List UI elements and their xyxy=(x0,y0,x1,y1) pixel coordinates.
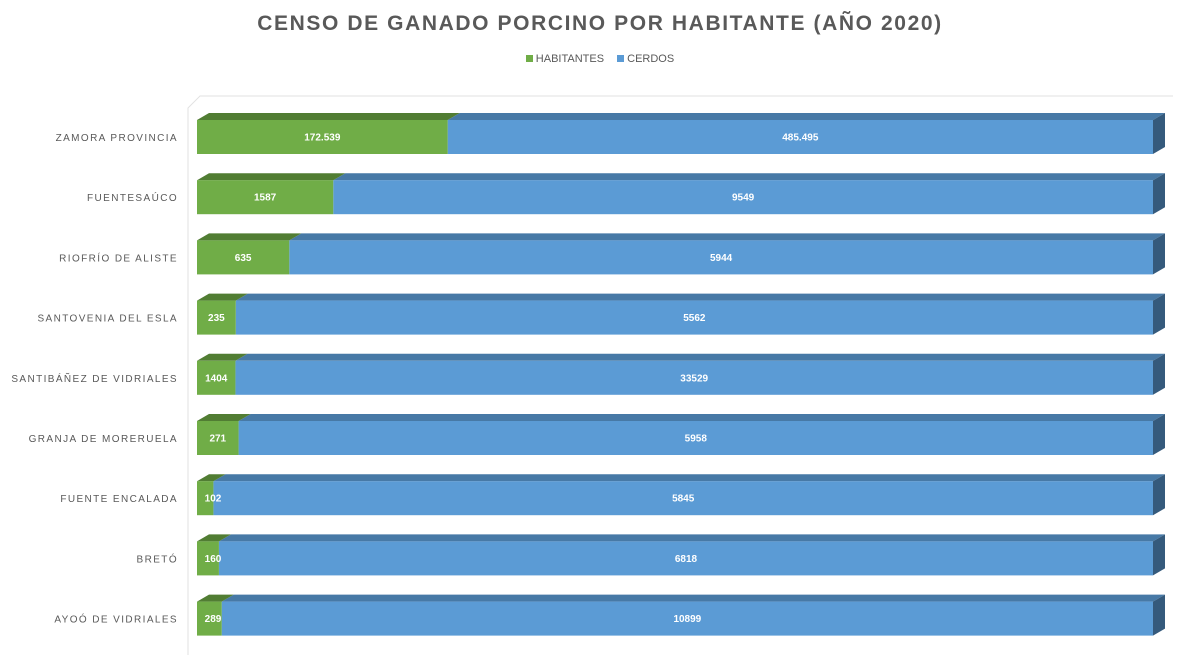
bar-cerdos-top-2 xyxy=(289,233,1166,241)
data-label-habitantes-6: 102 xyxy=(205,494,222,505)
category-label-7: BRETÓ xyxy=(137,552,178,565)
bar-habitantes-top-2 xyxy=(197,233,302,241)
category-label-1: FUENTESAÚCO xyxy=(87,191,178,204)
data-label-cerdos-2: 5944 xyxy=(710,253,733,264)
bar-habitantes-top-8 xyxy=(197,594,234,602)
category-label-3: SANTOVENIA DEL ESLA xyxy=(37,314,178,325)
bar-habitantes-top-3 xyxy=(197,293,248,301)
bar-cerdos-side-0 xyxy=(1153,113,1165,154)
bar-cerdos-7 xyxy=(218,541,1154,576)
bar-cerdos-top-0 xyxy=(447,113,1165,120)
bar-cerdos-0 xyxy=(447,120,1153,154)
data-label-habitantes-2: 635 xyxy=(235,253,252,264)
bar-cerdos-side-2 xyxy=(1153,233,1165,275)
bar-cerdos-1 xyxy=(333,180,1153,215)
bar-habitantes-top-6 xyxy=(197,474,226,482)
data-label-cerdos-0: 485.495 xyxy=(782,133,819,144)
bar-habitantes-0 xyxy=(197,120,448,154)
data-label-habitantes-8: 289 xyxy=(205,614,222,625)
bar-cerdos-top-3 xyxy=(235,293,1166,301)
legend-label-cerdos: CERDOS xyxy=(627,53,675,65)
bar-cerdos-top-6 xyxy=(213,474,1165,482)
bar-cerdos-5 xyxy=(238,421,1153,455)
bar-habitantes-top-4 xyxy=(197,353,248,361)
bar-cerdos-top-5 xyxy=(238,414,1165,421)
bar-cerdos-side-3 xyxy=(1153,293,1165,335)
data-label-cerdos-6: 5845 xyxy=(672,494,695,505)
bar-cerdos-side-6 xyxy=(1153,474,1165,516)
bar-habitantes-5 xyxy=(197,421,239,455)
bar-habitantes-top-1 xyxy=(197,173,346,181)
chart-title: CENSO DE GANADO PORCINO POR HABITANTE (A… xyxy=(257,12,943,35)
bar-habitantes-2 xyxy=(197,240,290,275)
bar-cerdos-top-7 xyxy=(218,534,1166,542)
legend-item-habitantes: HABITANTES xyxy=(525,53,605,65)
data-label-cerdos-3: 5562 xyxy=(683,313,706,324)
bar-habitantes-7 xyxy=(197,541,219,576)
data-label-cerdos-4: 33529 xyxy=(680,373,708,384)
data-label-habitantes-3: 235 xyxy=(208,313,225,324)
category-label-8: AYOÓ DE VIDRIALES xyxy=(54,613,178,626)
bar-cerdos-side-5 xyxy=(1153,414,1165,455)
bar-cerdos-top-1 xyxy=(333,173,1165,181)
legend-swatch-cerdos xyxy=(617,54,625,62)
bar-habitantes-8 xyxy=(197,601,222,636)
bar-cerdos-8 xyxy=(221,601,1153,636)
bar-cerdos-top-4 xyxy=(235,353,1166,361)
data-label-habitantes-7: 160 xyxy=(205,554,222,565)
data-label-habitantes-1: 1587 xyxy=(254,193,277,204)
bar-cerdos-4 xyxy=(235,360,1154,395)
legend-item-cerdos: CERDOS xyxy=(617,53,674,65)
legend-swatch-habitantes xyxy=(525,54,533,62)
data-label-cerdos-8: 10899 xyxy=(673,614,701,625)
bar-habitantes-top-0 xyxy=(197,113,460,120)
data-label-cerdos-7: 6818 xyxy=(675,554,698,565)
bar-habitantes-top-7 xyxy=(197,534,231,542)
bar-cerdos-side-8 xyxy=(1153,594,1165,636)
bar-cerdos-top-8 xyxy=(221,594,1165,602)
category-label-6: FUENTE ENCALADA xyxy=(60,494,178,505)
plot-back-wall xyxy=(187,95,1173,655)
category-label-5: GRANJA DE MORERUELA xyxy=(29,434,178,445)
category-label-4: SANTIBÁÑEZ DE VIDRIALES xyxy=(11,372,178,385)
category-label-0: ZAMORA PROVINCIA xyxy=(56,133,178,144)
bar-cerdos-side-7 xyxy=(1153,534,1165,576)
bar-cerdos-side-4 xyxy=(1153,353,1165,395)
bar-habitantes-3 xyxy=(197,300,236,335)
bar-cerdos-6 xyxy=(213,481,1153,516)
data-label-habitantes-0: 172.539 xyxy=(304,133,341,144)
data-label-cerdos-5: 5958 xyxy=(685,434,708,445)
data-label-cerdos-1: 9549 xyxy=(732,193,755,204)
bar-habitantes-top-5 xyxy=(197,414,251,421)
category-label-2: RIOFRÍO DE ALISTE xyxy=(59,251,178,264)
bar-habitantes-1 xyxy=(197,180,334,215)
data-label-habitantes-4: 1404 xyxy=(205,373,228,384)
bar-cerdos-side-1 xyxy=(1153,173,1165,215)
bar-cerdos-3 xyxy=(235,300,1154,335)
bar-habitantes-6 xyxy=(197,481,214,516)
bar-habitantes-4 xyxy=(197,360,236,395)
bar-cerdos-2 xyxy=(289,240,1154,275)
legend: HABITANTES CERDOS xyxy=(0,53,1200,65)
data-label-habitantes-5: 271 xyxy=(209,434,226,445)
legend-label-habitantes: HABITANTES xyxy=(535,53,605,65)
